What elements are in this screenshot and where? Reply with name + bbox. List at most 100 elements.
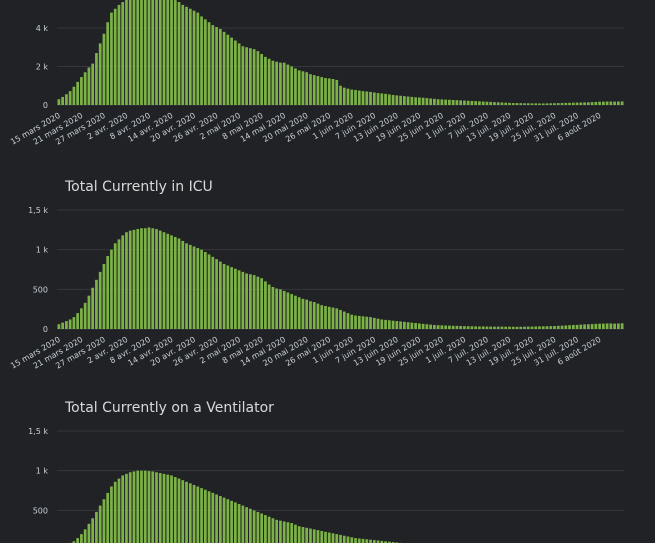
bar bbox=[508, 102, 511, 105]
bar bbox=[245, 507, 248, 543]
bar bbox=[346, 536, 350, 543]
bar bbox=[241, 271, 245, 329]
bar bbox=[121, 235, 125, 329]
bar bbox=[87, 523, 91, 543]
bar bbox=[402, 96, 406, 105]
bar bbox=[433, 98, 436, 105]
bar bbox=[155, 0, 158, 105]
bar bbox=[553, 325, 556, 329]
bar bbox=[207, 22, 211, 106]
bar bbox=[560, 102, 564, 105]
bar bbox=[312, 529, 316, 543]
bar bbox=[583, 102, 586, 105]
y-tick-label: 2 k bbox=[36, 63, 49, 72]
bar bbox=[316, 530, 320, 543]
bar bbox=[121, 2, 125, 106]
bar bbox=[316, 76, 320, 105]
bar bbox=[260, 513, 263, 543]
bar bbox=[455, 100, 459, 105]
bar bbox=[65, 94, 68, 105]
bar bbox=[140, 470, 143, 543]
bar bbox=[380, 93, 384, 105]
bar bbox=[571, 325, 575, 329]
bar bbox=[215, 259, 218, 329]
bar bbox=[605, 101, 609, 105]
bar bbox=[294, 295, 297, 329]
bar bbox=[339, 534, 342, 543]
bar bbox=[365, 91, 369, 105]
bar bbox=[376, 540, 380, 543]
bar bbox=[121, 475, 125, 543]
bar bbox=[399, 95, 402, 105]
bar bbox=[541, 326, 545, 329]
y-tick-label: 0 bbox=[43, 325, 48, 334]
bar bbox=[218, 261, 222, 329]
bar bbox=[72, 317, 76, 329]
bar bbox=[286, 64, 290, 105]
bar bbox=[110, 249, 113, 329]
bar bbox=[158, 473, 162, 543]
bar bbox=[158, 0, 162, 105]
bar bbox=[290, 523, 294, 543]
bar bbox=[162, 473, 166, 543]
bar bbox=[128, 0, 132, 105]
bar bbox=[361, 316, 365, 329]
bar bbox=[173, 0, 177, 105]
bar bbox=[316, 303, 320, 329]
bar bbox=[294, 524, 297, 543]
bar bbox=[256, 51, 260, 105]
bar bbox=[613, 101, 616, 105]
bar bbox=[72, 541, 76, 543]
bar bbox=[320, 305, 324, 329]
bar bbox=[327, 532, 331, 543]
bar bbox=[252, 275, 256, 329]
bar bbox=[147, 0, 151, 106]
bar bbox=[234, 502, 237, 543]
bar bbox=[342, 535, 346, 543]
bar bbox=[384, 93, 387, 105]
bar bbox=[331, 533, 335, 543]
bar bbox=[568, 325, 571, 329]
bar bbox=[203, 19, 207, 105]
bar bbox=[95, 511, 98, 543]
bar bbox=[354, 538, 357, 543]
bar bbox=[534, 103, 538, 105]
bar bbox=[590, 102, 594, 105]
bar bbox=[170, 0, 173, 106]
bar bbox=[538, 103, 541, 105]
bar bbox=[459, 325, 463, 329]
bar bbox=[158, 230, 162, 329]
bar bbox=[192, 246, 196, 329]
bar bbox=[173, 477, 177, 543]
bar bbox=[68, 91, 72, 105]
bar bbox=[226, 499, 230, 543]
bar bbox=[376, 93, 380, 105]
bar bbox=[346, 88, 350, 105]
bar bbox=[203, 489, 207, 543]
bar bbox=[410, 96, 414, 105]
bar bbox=[327, 306, 331, 329]
bar bbox=[560, 325, 564, 329]
bar bbox=[177, 238, 181, 329]
bar bbox=[354, 315, 357, 329]
bar bbox=[493, 102, 496, 105]
bar bbox=[331, 307, 335, 329]
bar bbox=[350, 314, 354, 329]
bar bbox=[436, 325, 440, 329]
bar bbox=[485, 326, 489, 329]
bar bbox=[391, 94, 395, 105]
bar bbox=[455, 325, 459, 329]
bar bbox=[361, 538, 365, 543]
bar bbox=[297, 70, 301, 105]
bar bbox=[162, 232, 166, 329]
bar bbox=[425, 324, 429, 329]
bar bbox=[481, 101, 485, 105]
bar bbox=[504, 102, 508, 105]
bar bbox=[196, 12, 200, 106]
bar bbox=[361, 91, 365, 105]
bar bbox=[279, 289, 282, 329]
bar bbox=[128, 472, 132, 543]
bar bbox=[511, 326, 515, 329]
bar bbox=[478, 326, 481, 329]
